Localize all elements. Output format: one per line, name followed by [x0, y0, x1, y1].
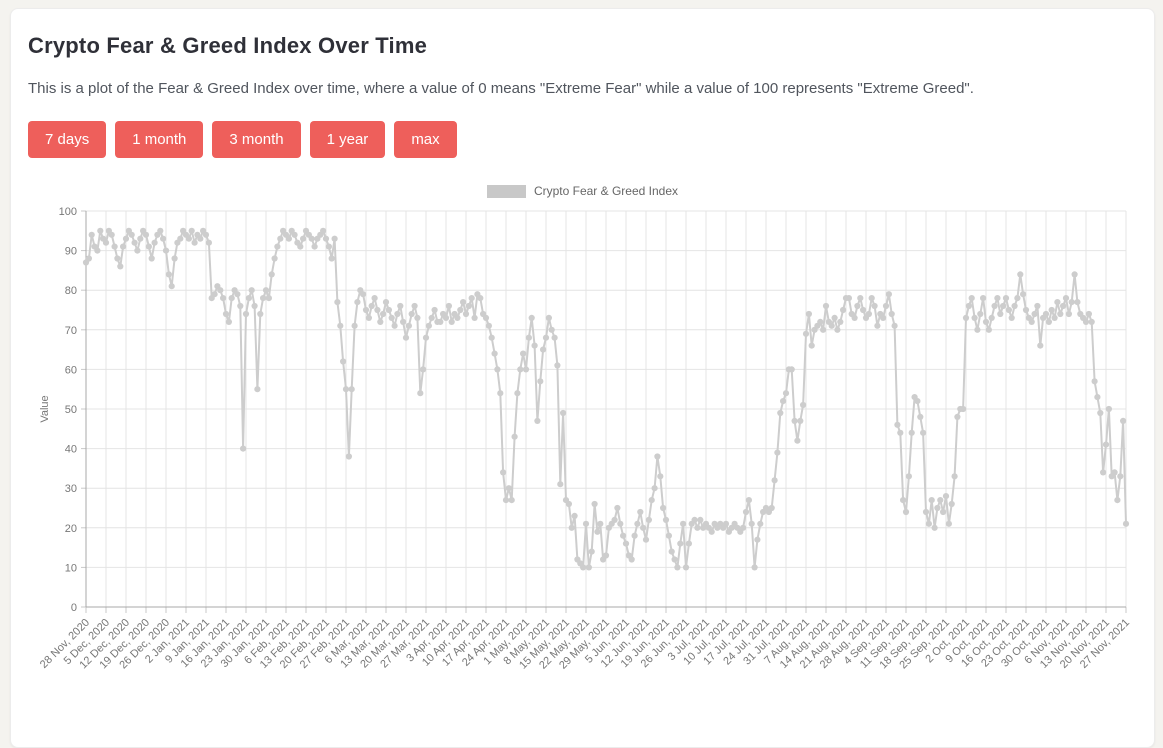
page-title: Crypto Fear & Greed Index Over Time — [28, 33, 428, 58]
range-button-7days[interactable]: 7 days — [28, 121, 107, 158]
svg-text:60: 60 — [65, 364, 77, 376]
svg-text:30: 30 — [65, 483, 77, 495]
svg-text:Value: Value — [39, 395, 51, 422]
range-button-max[interactable]: max — [394, 121, 457, 158]
svg-text:70: 70 — [65, 325, 77, 337]
legend-label: Crypto Fear & Greed Index — [533, 184, 679, 198]
chart-legend[interactable]: Crypto Fear & Greed Index — [28, 184, 1137, 198]
svg-text:0: 0 — [71, 602, 77, 614]
page-description: This is a plot of the Fear & Greed Index… — [28, 80, 974, 97]
time-range-buttons: 7 days 1 month 3 month 1 year max — [28, 121, 1137, 158]
content-card: Crypto Fear & Greed Index Over Time This… — [10, 8, 1155, 748]
range-button-3month[interactable]: 3 month — [212, 121, 301, 158]
svg-text:40: 40 — [65, 444, 77, 456]
svg-text:80: 80 — [65, 285, 77, 297]
svg-text:50: 50 — [65, 404, 77, 416]
svg-text:10: 10 — [65, 562, 77, 574]
range-button-1year[interactable]: 1 year — [309, 121, 386, 158]
svg-text:20: 20 — [65, 523, 77, 535]
svg-text:100: 100 — [59, 206, 77, 218]
fear-greed-chart-area: Crypto Fear & Greed Index 0 10 20 30 40 50 60 7… — [28, 184, 1137, 702]
legend-swatch — [486, 184, 526, 198]
svg-text:90: 90 — [65, 246, 77, 258]
range-button-1month[interactable]: 1 month — [115, 121, 204, 158]
